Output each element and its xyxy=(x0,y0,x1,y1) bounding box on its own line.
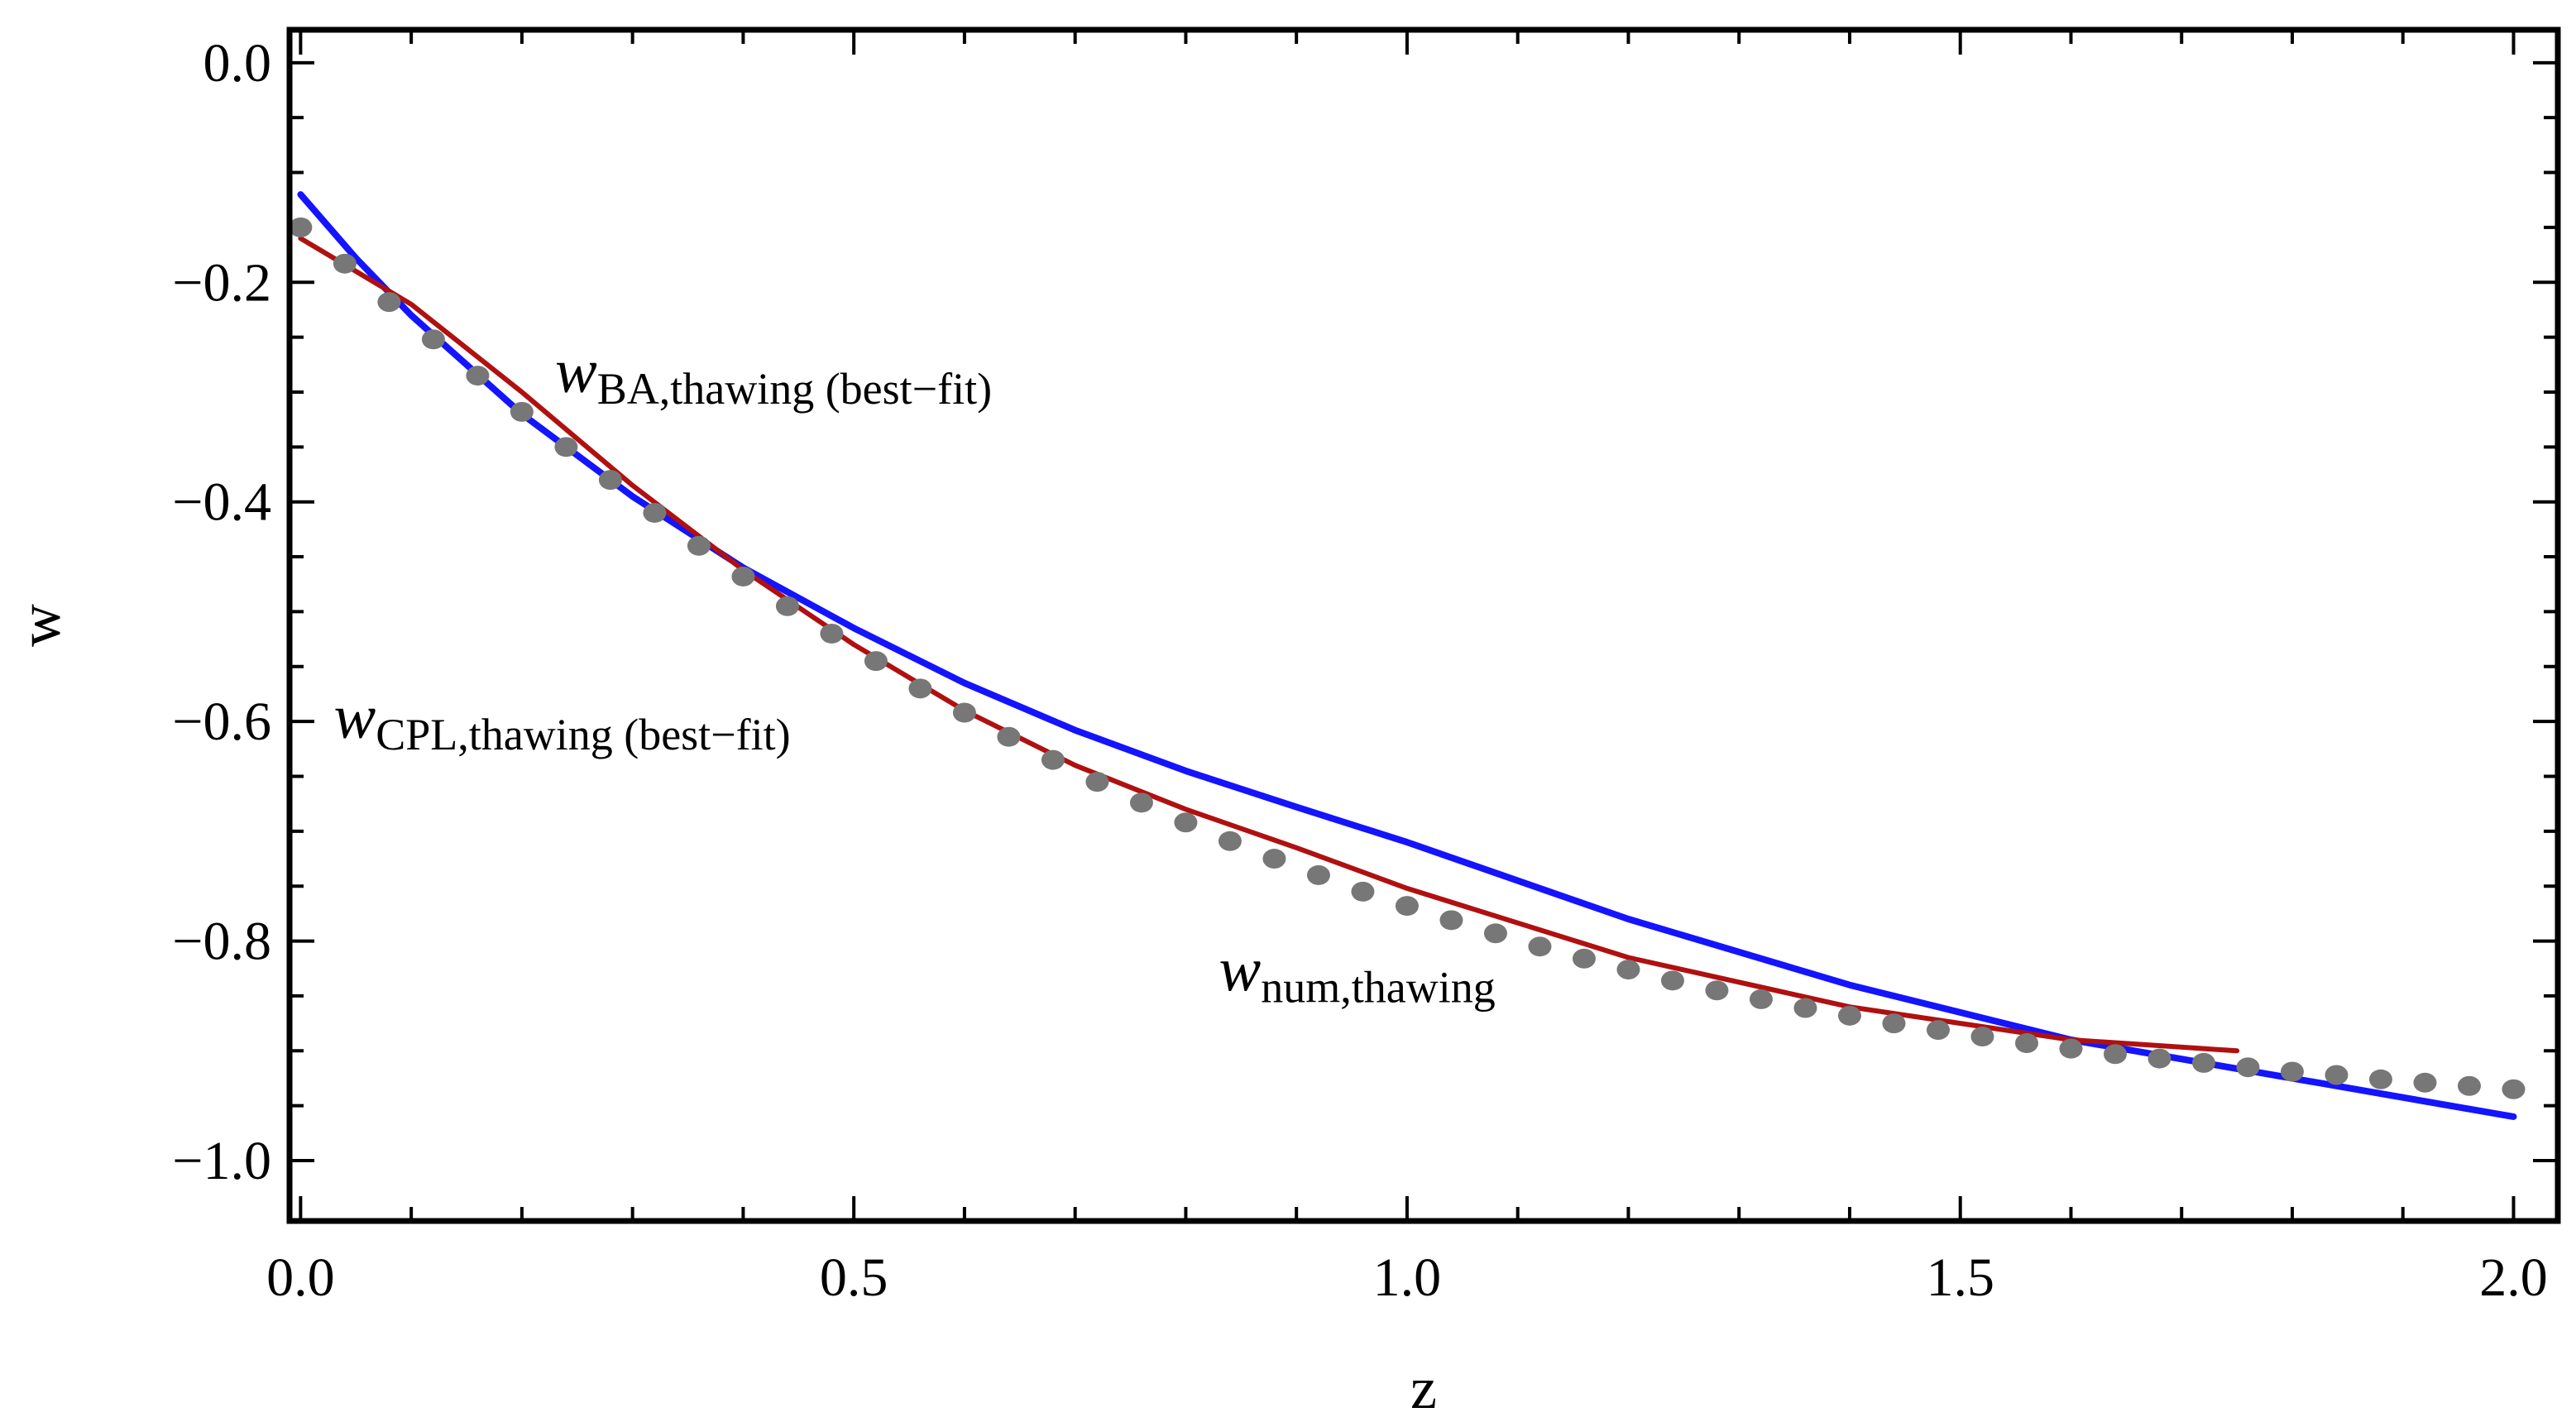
annotation-main-ba: w xyxy=(555,337,597,406)
data-point-num xyxy=(466,366,490,386)
data-point-num xyxy=(1528,936,1552,957)
data-point-num xyxy=(2457,1075,2481,1096)
y-axis-title: w xyxy=(7,604,73,647)
annotation-num: wnum,thawing xyxy=(1219,935,1496,1012)
annotation-ba: wBA,thawing (best−fit) xyxy=(555,337,992,414)
annotation-cpl: wCPL,thawing (best−fit) xyxy=(334,682,791,759)
data-point-num xyxy=(1085,772,1109,792)
data-point-num xyxy=(377,292,401,313)
data-point-num xyxy=(643,502,667,523)
y-tick-label: 0.0 xyxy=(203,33,272,93)
data-point-num xyxy=(1660,970,1684,991)
plot-frame xyxy=(286,26,2561,1224)
data-point-num xyxy=(2014,1032,2038,1053)
x-axis-title: z xyxy=(1410,1355,1437,1421)
data-point-num xyxy=(775,596,799,616)
data-point-num xyxy=(2059,1038,2083,1059)
data-point-num xyxy=(908,678,932,699)
data-point-num xyxy=(1129,792,1153,813)
x-tick-label: 2.0 xyxy=(2479,1247,2548,1308)
curve-annotations: wBA,thawing (best−fit)wCPL,thawing (best… xyxy=(334,337,1496,1012)
data-point-num xyxy=(2103,1044,2127,1065)
data-point-num xyxy=(1705,980,1729,1001)
x-tick-label: 1.5 xyxy=(1926,1247,1994,1308)
data-point-num xyxy=(2502,1079,2526,1099)
data-point-num xyxy=(1218,831,1242,851)
data-point-num xyxy=(1041,749,1065,770)
annotation-sub-cpl: CPL,thawing (best−fit) xyxy=(376,710,790,759)
data-point-num xyxy=(2413,1072,2437,1093)
data-point-num xyxy=(731,566,755,587)
x-tick-label: 0.5 xyxy=(820,1247,888,1308)
data-point-num xyxy=(2147,1048,2171,1069)
data-point-num xyxy=(510,401,534,422)
data-point-num xyxy=(1749,989,1773,1009)
data-point-num xyxy=(952,702,976,723)
data-point-num xyxy=(2236,1057,2260,1078)
data-point-num xyxy=(1262,849,1286,869)
x-tick-label: 0.0 xyxy=(266,1247,335,1308)
data-point-num xyxy=(1793,998,1817,1018)
data-point-num xyxy=(2325,1065,2349,1085)
data-point-num xyxy=(687,535,711,556)
data-point-num xyxy=(1351,881,1375,902)
annotation-sub-num: num,thawing xyxy=(1261,962,1495,1012)
y-tick-label: −0.6 xyxy=(172,692,271,752)
data-point-num xyxy=(1882,1013,1906,1034)
data-point-num xyxy=(1439,910,1463,931)
data-point-num xyxy=(864,651,888,672)
annotation-sub-ba: BA,thawing (best−fit) xyxy=(597,364,992,414)
data-point-num xyxy=(1306,864,1330,885)
y-tick-label: −0.8 xyxy=(172,912,271,972)
y-tick-label: −1.0 xyxy=(172,1131,271,1191)
annotation-main-num: w xyxy=(1219,935,1262,1004)
data-point-num xyxy=(1616,960,1640,980)
data-point-num xyxy=(820,623,844,644)
x-tick-label: 1.0 xyxy=(1373,1247,1442,1308)
data-point-num xyxy=(1926,1020,1950,1041)
annotation-main-cpl: w xyxy=(334,682,376,752)
data-point-num xyxy=(289,217,313,237)
data-point-num xyxy=(1572,948,1596,969)
data-point-num xyxy=(1483,923,1507,944)
data-point-num xyxy=(554,437,578,457)
data-point-num xyxy=(421,329,445,350)
y-tick-label: −0.2 xyxy=(172,252,271,313)
series-layer xyxy=(289,191,2526,1120)
data-point-num xyxy=(1970,1027,1994,1047)
data-point-num xyxy=(997,726,1021,747)
y-tick-label: −0.4 xyxy=(172,472,271,533)
data-point-num xyxy=(2368,1069,2392,1089)
data-point-num xyxy=(2191,1052,2215,1073)
data-point-num xyxy=(1395,896,1419,917)
data-point-num xyxy=(598,470,622,491)
data-point-num xyxy=(1174,812,1198,833)
data-point-num xyxy=(2280,1061,2304,1082)
tick-labels: 0.0 0.5 1.0 1.5 2.0 0.0 −0.2 −0.4 −0.6 −0.8 −1.0 xyxy=(172,33,2547,1308)
data-point-num xyxy=(333,253,357,274)
data-point-num xyxy=(1837,1005,1861,1026)
